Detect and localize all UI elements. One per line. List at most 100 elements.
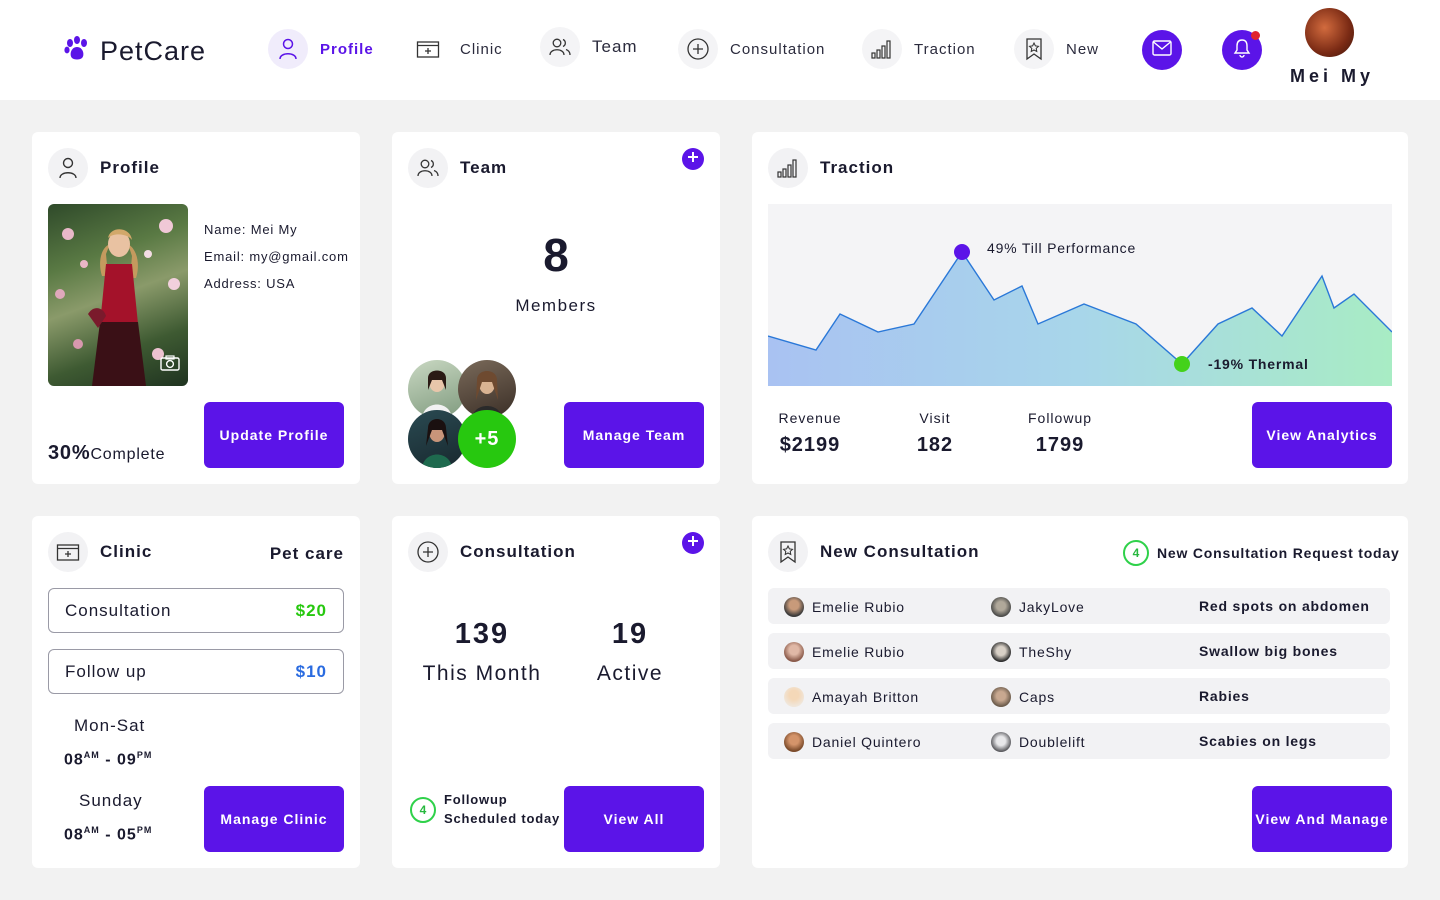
card-title: Team bbox=[460, 158, 508, 177]
member-avatar[interactable] bbox=[408, 410, 466, 468]
update-profile-button[interactable]: Update Profile bbox=[204, 402, 344, 468]
consultation-row[interactable]: Amayah Britton Caps Rabies bbox=[768, 678, 1390, 714]
chart-area bbox=[768, 252, 1392, 386]
plus-circle-icon bbox=[408, 532, 448, 572]
stat-visit: Visit 182 bbox=[908, 410, 962, 457]
team-card-header: Team bbox=[408, 148, 507, 188]
nav-item-clinic[interactable]: Clinic bbox=[408, 29, 503, 69]
member-count-label: Members bbox=[515, 296, 597, 315]
plus-icon bbox=[687, 150, 699, 168]
traction-chart: 49% Till Performance -19% Thermal bbox=[767, 204, 1393, 386]
brand-name: PetCare bbox=[100, 36, 207, 66]
followup-count-badge: 4 bbox=[410, 797, 436, 823]
consultations-month-count: 139 bbox=[454, 618, 510, 650]
profile-photo[interactable] bbox=[48, 204, 188, 386]
stat-revenue: Revenue $2199 bbox=[778, 410, 842, 457]
user-icon bbox=[268, 29, 308, 69]
consultations-active-count: 19 bbox=[611, 618, 649, 650]
consultation-card-header: Consultation bbox=[408, 532, 576, 572]
stat-label: Visit bbox=[919, 410, 951, 426]
schedule-hours: 08AM - 05PM bbox=[64, 825, 153, 844]
nav-label-traction: Traction bbox=[914, 40, 976, 58]
schedule-day: Mon-Sat bbox=[74, 716, 146, 735]
stat-value: $2199 bbox=[779, 434, 841, 456]
bookmark-star-icon bbox=[1014, 29, 1054, 69]
profile-card: Profile Name: Mei My Email: my@gmail.com… bbox=[32, 132, 360, 484]
manage-team-button[interactable]: Manage Team bbox=[564, 402, 704, 468]
consultation-card: Consultation 139 This Month 19 Active 4 … bbox=[392, 516, 720, 868]
owner-cell: Daniel Quintero bbox=[784, 732, 921, 752]
more-members-badge[interactable]: +5 bbox=[458, 410, 516, 468]
view-analytics-button[interactable]: View Analytics bbox=[1252, 402, 1392, 468]
card-title: Profile bbox=[100, 158, 160, 177]
paw-icon bbox=[62, 34, 92, 69]
chart-line bbox=[767, 250, 1393, 365]
card-title: Traction bbox=[820, 158, 895, 177]
nav-item-traction[interactable]: Traction bbox=[862, 29, 976, 69]
owner-cell: Amayah Britton bbox=[784, 687, 919, 707]
price-row-consultation[interactable]: Consultation $20 bbox=[48, 588, 344, 633]
card-title: New Consultation bbox=[820, 542, 980, 561]
stat-value: 1799 bbox=[1035, 434, 1085, 456]
pet-cell: JakyLove bbox=[991, 597, 1085, 617]
user-avatar[interactable] bbox=[1305, 8, 1354, 57]
new-consultation-card-header: New Consultation bbox=[768, 532, 980, 572]
consultation-row[interactable]: Emelie Rubio JakyLove Red spots on abdom… bbox=[768, 588, 1390, 624]
profile-address: Address: USA bbox=[204, 276, 296, 291]
pet-cell: Caps bbox=[991, 687, 1055, 707]
price-name: Follow up bbox=[65, 661, 147, 681]
clinic-icon bbox=[48, 532, 88, 572]
signal-bars-icon bbox=[768, 148, 808, 188]
consultations-month-label: This Month bbox=[422, 662, 542, 685]
notifications-button[interactable] bbox=[1222, 30, 1262, 70]
followup-scheduled-text: Followup Scheduled today bbox=[444, 792, 561, 826]
peak-label: 49% Till Performance bbox=[987, 240, 1136, 256]
peak-marker bbox=[954, 244, 970, 260]
card-title: Consultation bbox=[460, 542, 576, 561]
pet-cell: TheShy bbox=[991, 642, 1072, 662]
clinic-card-header: Clinic bbox=[48, 532, 152, 572]
profile-card-header: Profile bbox=[48, 148, 160, 188]
stat-label: Followup bbox=[1027, 410, 1093, 426]
new-consultation-card: New Consultation 4 New Consultation Requ… bbox=[752, 516, 1408, 868]
signal-bars-icon bbox=[862, 29, 902, 69]
brand-logo[interactable]: PetCare bbox=[62, 34, 206, 69]
price-row-followup[interactable]: Follow up $10 bbox=[48, 649, 344, 694]
profile-email: Email: my@gmail.com bbox=[204, 249, 349, 264]
clinic-card: Clinic Pet care Consultation $20 Follow … bbox=[32, 516, 360, 868]
price-name: Consultation bbox=[65, 600, 172, 620]
issue-cell: Swallow big bones bbox=[1199, 643, 1338, 659]
manage-clinic-button[interactable]: Manage Clinic bbox=[204, 786, 344, 852]
owner-cell: Emelie Rubio bbox=[784, 642, 905, 662]
add-team-member-button[interactable] bbox=[682, 148, 704, 170]
pet-cell: Doublelift bbox=[991, 732, 1085, 752]
notification-dot bbox=[1251, 31, 1260, 40]
pet-avatar bbox=[991, 687, 1011, 707]
camera-icon[interactable] bbox=[160, 355, 180, 376]
team-card: Team 8 Members +5 Manage Team bbox=[392, 132, 720, 484]
card-title: Clinic bbox=[100, 542, 153, 561]
nav-item-new[interactable]: New bbox=[1014, 29, 1099, 69]
issue-cell: Rabies bbox=[1199, 688, 1250, 704]
nav-item-consultation[interactable]: Consultation bbox=[678, 29, 825, 69]
mail-button[interactable] bbox=[1142, 30, 1182, 70]
price-value: $20 bbox=[295, 600, 327, 620]
add-consultation-button[interactable] bbox=[682, 532, 704, 554]
nav-item-team[interactable]: Team bbox=[540, 27, 638, 67]
pet-avatar bbox=[991, 597, 1011, 617]
nav-item-profile[interactable]: Profile bbox=[268, 29, 374, 69]
consultation-row[interactable]: Daniel Quintero Doublelift Scabies on le… bbox=[768, 723, 1390, 759]
owner-avatar bbox=[784, 642, 804, 662]
member-avatar[interactable] bbox=[458, 360, 516, 418]
user-icon bbox=[48, 148, 88, 188]
bookmark-star-icon bbox=[768, 532, 808, 572]
low-marker bbox=[1174, 356, 1190, 372]
pet-avatar bbox=[991, 642, 1011, 662]
view-all-button[interactable]: View All bbox=[564, 786, 704, 852]
consultations-active-label: Active bbox=[596, 662, 664, 685]
view-and-manage-button[interactable]: View And Manage bbox=[1252, 786, 1392, 852]
stat-value: 182 bbox=[916, 434, 954, 456]
price-value: $10 bbox=[295, 661, 327, 681]
plus-icon bbox=[687, 534, 699, 552]
consultation-row[interactable]: Emelie Rubio TheShy Swallow big bones bbox=[768, 633, 1390, 669]
